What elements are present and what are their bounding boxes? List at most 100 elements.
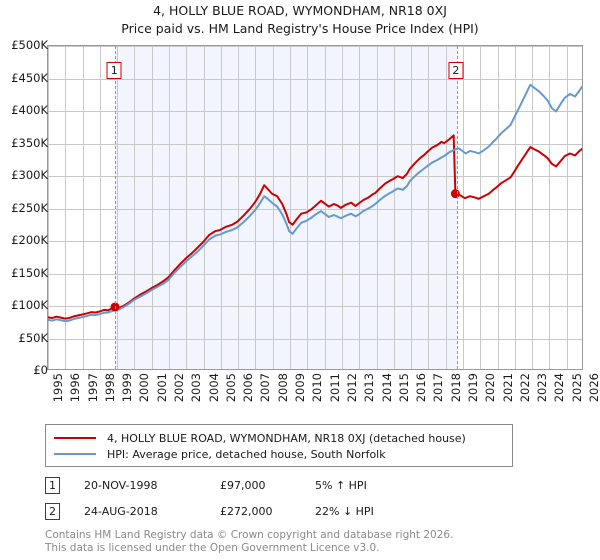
x-axis-tick-label: 1998 <box>102 373 117 403</box>
x-axis-tick-label: 2006 <box>241 373 256 403</box>
gridline-horizontal <box>48 241 582 242</box>
gridline-horizontal <box>48 306 582 307</box>
gridline-horizontal <box>48 111 582 112</box>
x-axis-tick-label: 2010 <box>310 373 325 403</box>
chart-plot-area <box>47 45 583 370</box>
gridline-vertical <box>152 46 153 369</box>
sale-events-table: 1 20-NOV-1998 £97,000 5% ↑ HPI 2 24-AUG-2018 £… <box>45 474 515 526</box>
x-axis-tick-label: 2014 <box>379 373 394 403</box>
x-axis-tick-label: 2018 <box>448 373 463 403</box>
event-index-badge: 2 <box>45 503 60 520</box>
legend-item: 4, HOLLY BLUE ROAD, WYMONDHAM, NR18 0XJ … <box>46 430 512 446</box>
event-price: £97,000 <box>220 479 266 492</box>
x-axis: 1995 1996 1997 1998 1999 2000 2001 2002 2003 2004… <box>0 373 600 419</box>
gridline-vertical <box>549 46 550 369</box>
y-axis-tick-label: £400K <box>11 103 48 117</box>
gridline-vertical <box>463 46 464 369</box>
event-date: 24-AUG-2018 <box>84 505 158 518</box>
gridline-horizontal <box>48 46 582 47</box>
x-axis-tick-label: 2020 <box>483 373 498 403</box>
event-dashed-line <box>115 46 117 369</box>
legend-color-swatch <box>54 437 96 439</box>
y-axis: £0 £50K £100K £150K £200K £250K £300K £350K £400… <box>0 38 600 377</box>
gridline-vertical <box>377 46 378 369</box>
x-axis-tick-label: 1999 <box>120 373 135 403</box>
y-axis-tick-label: £350K <box>11 135 48 150</box>
event-hpi-delta: 22% ↓ HPI <box>315 505 374 518</box>
legend-item: HPI: Average price, detached house, Sout… <box>46 446 512 462</box>
x-axis-tick-label: 2017 <box>431 373 446 403</box>
x-axis-tick-label: 2026 <box>587 373 600 403</box>
x-axis-tick-label: 2009 <box>293 373 308 403</box>
gridline-vertical <box>204 46 205 369</box>
event-index-badge: 1 <box>45 477 60 494</box>
gridline-vertical <box>65 46 66 369</box>
table-row: 1 20-NOV-1998 £97,000 5% ↑ HPI <box>45 474 515 500</box>
gridline-vertical <box>359 46 360 369</box>
y-axis-tick-label: £100K <box>11 298 48 312</box>
x-axis-tick-label: 2015 <box>396 373 411 403</box>
y-axis-tick-label: £250K <box>11 200 48 215</box>
y-axis-tick-label: £500K <box>11 38 48 52</box>
event-dashed-line <box>456 46 458 369</box>
gridline-vertical <box>273 46 274 369</box>
series-line-property <box>48 134 582 320</box>
y-axis-tick-label: £450K <box>11 70 48 85</box>
plot-frame <box>47 45 583 370</box>
gridline-vertical <box>83 46 84 369</box>
attribution-footer: Contains HM Land Registry data © Crown c… <box>45 529 590 554</box>
shaded-region <box>115 46 457 369</box>
gridline-vertical <box>186 46 187 369</box>
gridline-vertical <box>411 46 412 369</box>
event-date: 20-NOV-1998 <box>84 479 158 492</box>
x-axis-tick-label: 2005 <box>223 373 238 403</box>
y-axis-tick-label: £150K <box>11 265 48 280</box>
x-axis-tick-label: 2000 <box>137 373 152 403</box>
x-axis-tick-label: 2019 <box>465 373 480 403</box>
x-axis-tick-label: 2011 <box>327 373 342 403</box>
gridline-horizontal <box>48 144 582 145</box>
x-axis-tick-label: 2012 <box>344 373 359 403</box>
gridline-vertical <box>290 46 291 369</box>
title-line-address: 4, HOLLY BLUE ROAD, WYMONDHAM, NR18 0XJ <box>153 3 447 18</box>
gridline-vertical <box>394 46 395 369</box>
event-number-box-1: 1 <box>106 62 122 79</box>
y-axis-tick-label: £300K <box>11 168 48 182</box>
x-axis-tick-label: 2013 <box>362 373 377 403</box>
title-line-subtitle: Price paid vs. HM Land Registry's House … <box>121 21 479 36</box>
gridline-vertical <box>221 46 222 369</box>
gridline-vertical <box>134 46 135 369</box>
gridline-vertical <box>238 46 239 369</box>
x-axis-tick-label: 1997 <box>85 373 100 403</box>
x-axis-tick-label: 2002 <box>172 373 187 403</box>
legend-label: HPI: Average price, detached house, Sout… <box>107 447 386 461</box>
gridline-vertical <box>446 46 447 369</box>
gridline-vertical <box>117 46 118 369</box>
event-hpi-delta: 5% ↑ HPI <box>315 479 367 492</box>
gridline-vertical <box>515 46 516 369</box>
x-axis-tick-label: 2023 <box>535 373 550 403</box>
gridline-vertical <box>169 46 170 369</box>
x-axis-tick-label: 2021 <box>500 373 515 403</box>
legend-label: 4, HOLLY BLUE ROAD, WYMONDHAM, NR18 0XJ … <box>107 431 466 445</box>
gridline-vertical <box>532 46 533 369</box>
event-number-box-2: 2 <box>448 62 464 79</box>
gridline-vertical <box>307 46 308 369</box>
gridline-vertical <box>48 46 49 369</box>
gridline-horizontal <box>48 339 582 340</box>
sale-point-marker <box>110 302 120 312</box>
gridline-vertical <box>255 46 256 369</box>
footer-line-2: This data is licensed under the Open Gov… <box>45 541 380 554</box>
y-axis-tick-label: £50K <box>18 330 49 345</box>
gridline-vertical <box>428 46 429 369</box>
y-axis-tick-label: £0 <box>33 363 48 377</box>
event-price: £272,000 <box>220 505 273 518</box>
gridline-vertical <box>480 46 481 369</box>
chart-legend: 4, HOLLY BLUE ROAD, WYMONDHAM, NR18 0XJ … <box>45 424 513 467</box>
gridline-horizontal <box>48 209 582 210</box>
gridline-vertical <box>100 46 101 369</box>
gridline-vertical <box>325 46 326 369</box>
page-title: 4, HOLLY BLUE ROAD, WYMONDHAM, NR18 0XJ … <box>0 2 600 38</box>
legend-color-swatch <box>54 453 96 455</box>
x-axis-tick-label: 1996 <box>68 373 83 403</box>
